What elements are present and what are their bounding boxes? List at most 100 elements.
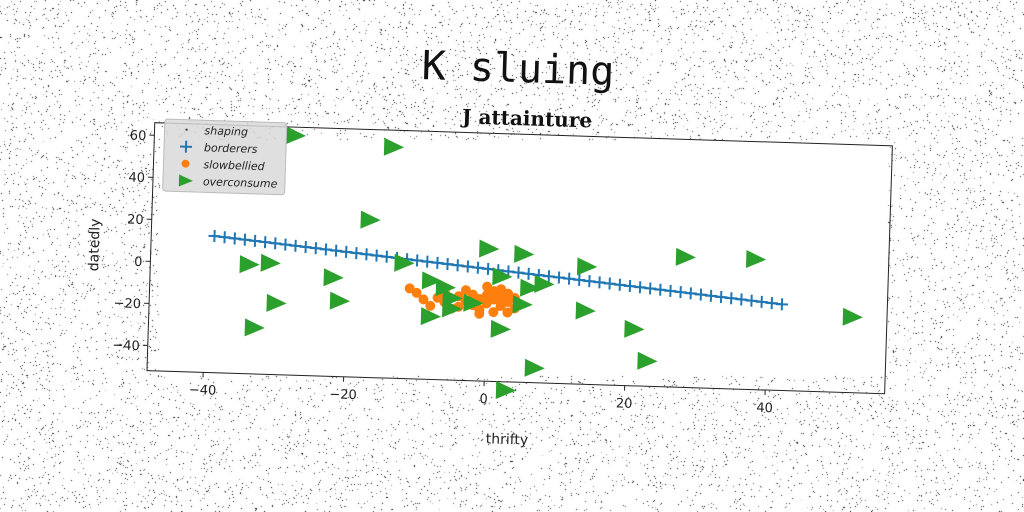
- overconsume-point: [514, 244, 535, 263]
- overconsume-point: [394, 253, 415, 272]
- x-tick-label: 0: [479, 392, 488, 407]
- borderers-marker: [654, 283, 667, 296]
- overconsume-point: [534, 274, 555, 293]
- overconsume-point: [266, 293, 287, 312]
- overconsume-point: [285, 126, 306, 145]
- borderers-marker: [664, 284, 677, 297]
- borderers-marker: [340, 245, 353, 258]
- overconsume-point: [239, 255, 260, 274]
- overconsume-point: [360, 210, 381, 229]
- overconsume-point: [383, 137, 405, 156]
- y-tick-label: −40: [112, 338, 140, 354]
- borderers-marker: [755, 295, 768, 308]
- y-tick-label: 0: [134, 255, 143, 270]
- borderers-marker: [775, 298, 788, 311]
- borderers-marker: [360, 248, 373, 261]
- borderers-marker: [238, 233, 251, 246]
- overconsume-point: [421, 271, 443, 290]
- borderers-marker: [248, 234, 262, 247]
- x-axis-label: thrifty: [485, 431, 528, 448]
- plot-group: J attainture −40 −20 0 20 40 −40 −20 0 20 40 60 th…: [86, 104, 893, 449]
- borderers-marker: [623, 279, 636, 293]
- overconsume-point: [435, 278, 456, 297]
- borderers-marker: [542, 270, 555, 283]
- borderers-marker: [715, 290, 728, 304]
- borderers-marker: [583, 275, 596, 288]
- overconsume-point: [637, 351, 658, 370]
- legend-label-overconsume: overconsume: [203, 175, 278, 190]
- legend-label-borderers: borderers: [204, 141, 258, 156]
- overconsume-point: [575, 301, 596, 320]
- borderers-marker: [704, 289, 718, 302]
- borderers-marker: [765, 297, 778, 310]
- borderers-marker: [228, 232, 241, 245]
- chart-legend: shaping borderers slowbellied overconsume: [162, 118, 288, 196]
- borderers-marker: [482, 262, 495, 275]
- borderers-marker: [593, 276, 606, 289]
- slowbellied-point: [474, 308, 485, 319]
- borderers-marker: [512, 266, 525, 279]
- overconsume-point: [420, 307, 441, 326]
- legend-label-slowbellied: slowbellied: [203, 158, 266, 173]
- overconsume-point: [479, 239, 500, 258]
- borderers-marker: [471, 261, 484, 274]
- borderers-marker: [563, 272, 576, 285]
- overconsume-point: [675, 247, 696, 266]
- axis-ticks: −40 −20 0 20 40 −40 −20 0 20 40 60: [112, 129, 773, 417]
- borderers-marker: [279, 238, 292, 251]
- overconsume-point: [495, 380, 516, 399]
- y-tick-label: 40: [128, 171, 145, 187]
- slowbellied-point: [418, 294, 429, 305]
- borderers-marker: [411, 254, 424, 267]
- borderers-marker: [289, 239, 302, 252]
- y-tick-label: 60: [130, 129, 147, 145]
- overconsume-point: [442, 299, 463, 318]
- overconsume-point: [576, 257, 598, 276]
- overconsume-point: [520, 278, 541, 297]
- slowbellied-point: [488, 307, 499, 318]
- borderers-marker: [634, 281, 647, 294]
- overconsume-point: [490, 319, 511, 338]
- borderers-marker: [694, 288, 707, 301]
- borderers-marker: [684, 287, 697, 300]
- overconsume-point: [463, 293, 484, 312]
- overconsume-point: [492, 267, 513, 286]
- x-tick-label: 20: [616, 396, 633, 412]
- borderers-marker: [218, 231, 231, 244]
- overconsume-point: [745, 250, 767, 269]
- legend-marker-slowbellied: [181, 159, 190, 168]
- borderers-marker: [330, 244, 343, 257]
- borderers-marker: [370, 249, 383, 262]
- borderers-marker: [461, 260, 474, 273]
- borderers-marker: [208, 229, 221, 243]
- borderers-marker: [309, 242, 322, 255]
- legend-marker-shaping: [185, 128, 188, 131]
- legend-marker-borderers: [179, 140, 193, 153]
- borderers-marker: [269, 237, 282, 250]
- overconsume-point: [323, 268, 344, 287]
- overconsume-point: [512, 295, 533, 314]
- page-heading: K sluing: [421, 43, 615, 95]
- legend-box: [162, 118, 288, 196]
- plot-area-frame: [146, 122, 893, 395]
- chart-title: J attainture: [460, 104, 593, 132]
- borderers-marker: [745, 294, 758, 307]
- overconsume-point: [260, 253, 281, 272]
- borderers-marker: [451, 259, 464, 272]
- overconsume-point: [524, 358, 545, 377]
- borderers-marker: [674, 286, 687, 299]
- overconsume-point: [329, 291, 351, 310]
- borderers-marker: [613, 278, 626, 291]
- overconsume-point: [244, 318, 265, 337]
- borderers-marker: [735, 293, 748, 306]
- borderers-marker: [431, 256, 444, 269]
- y-tick-label: 20: [127, 213, 144, 229]
- borderers-marker: [552, 271, 566, 284]
- borderers-marker: [725, 292, 738, 305]
- borderers-marker: [380, 250, 393, 263]
- borderers-marker: [350, 247, 363, 260]
- y-tick-label: −20: [113, 296, 141, 312]
